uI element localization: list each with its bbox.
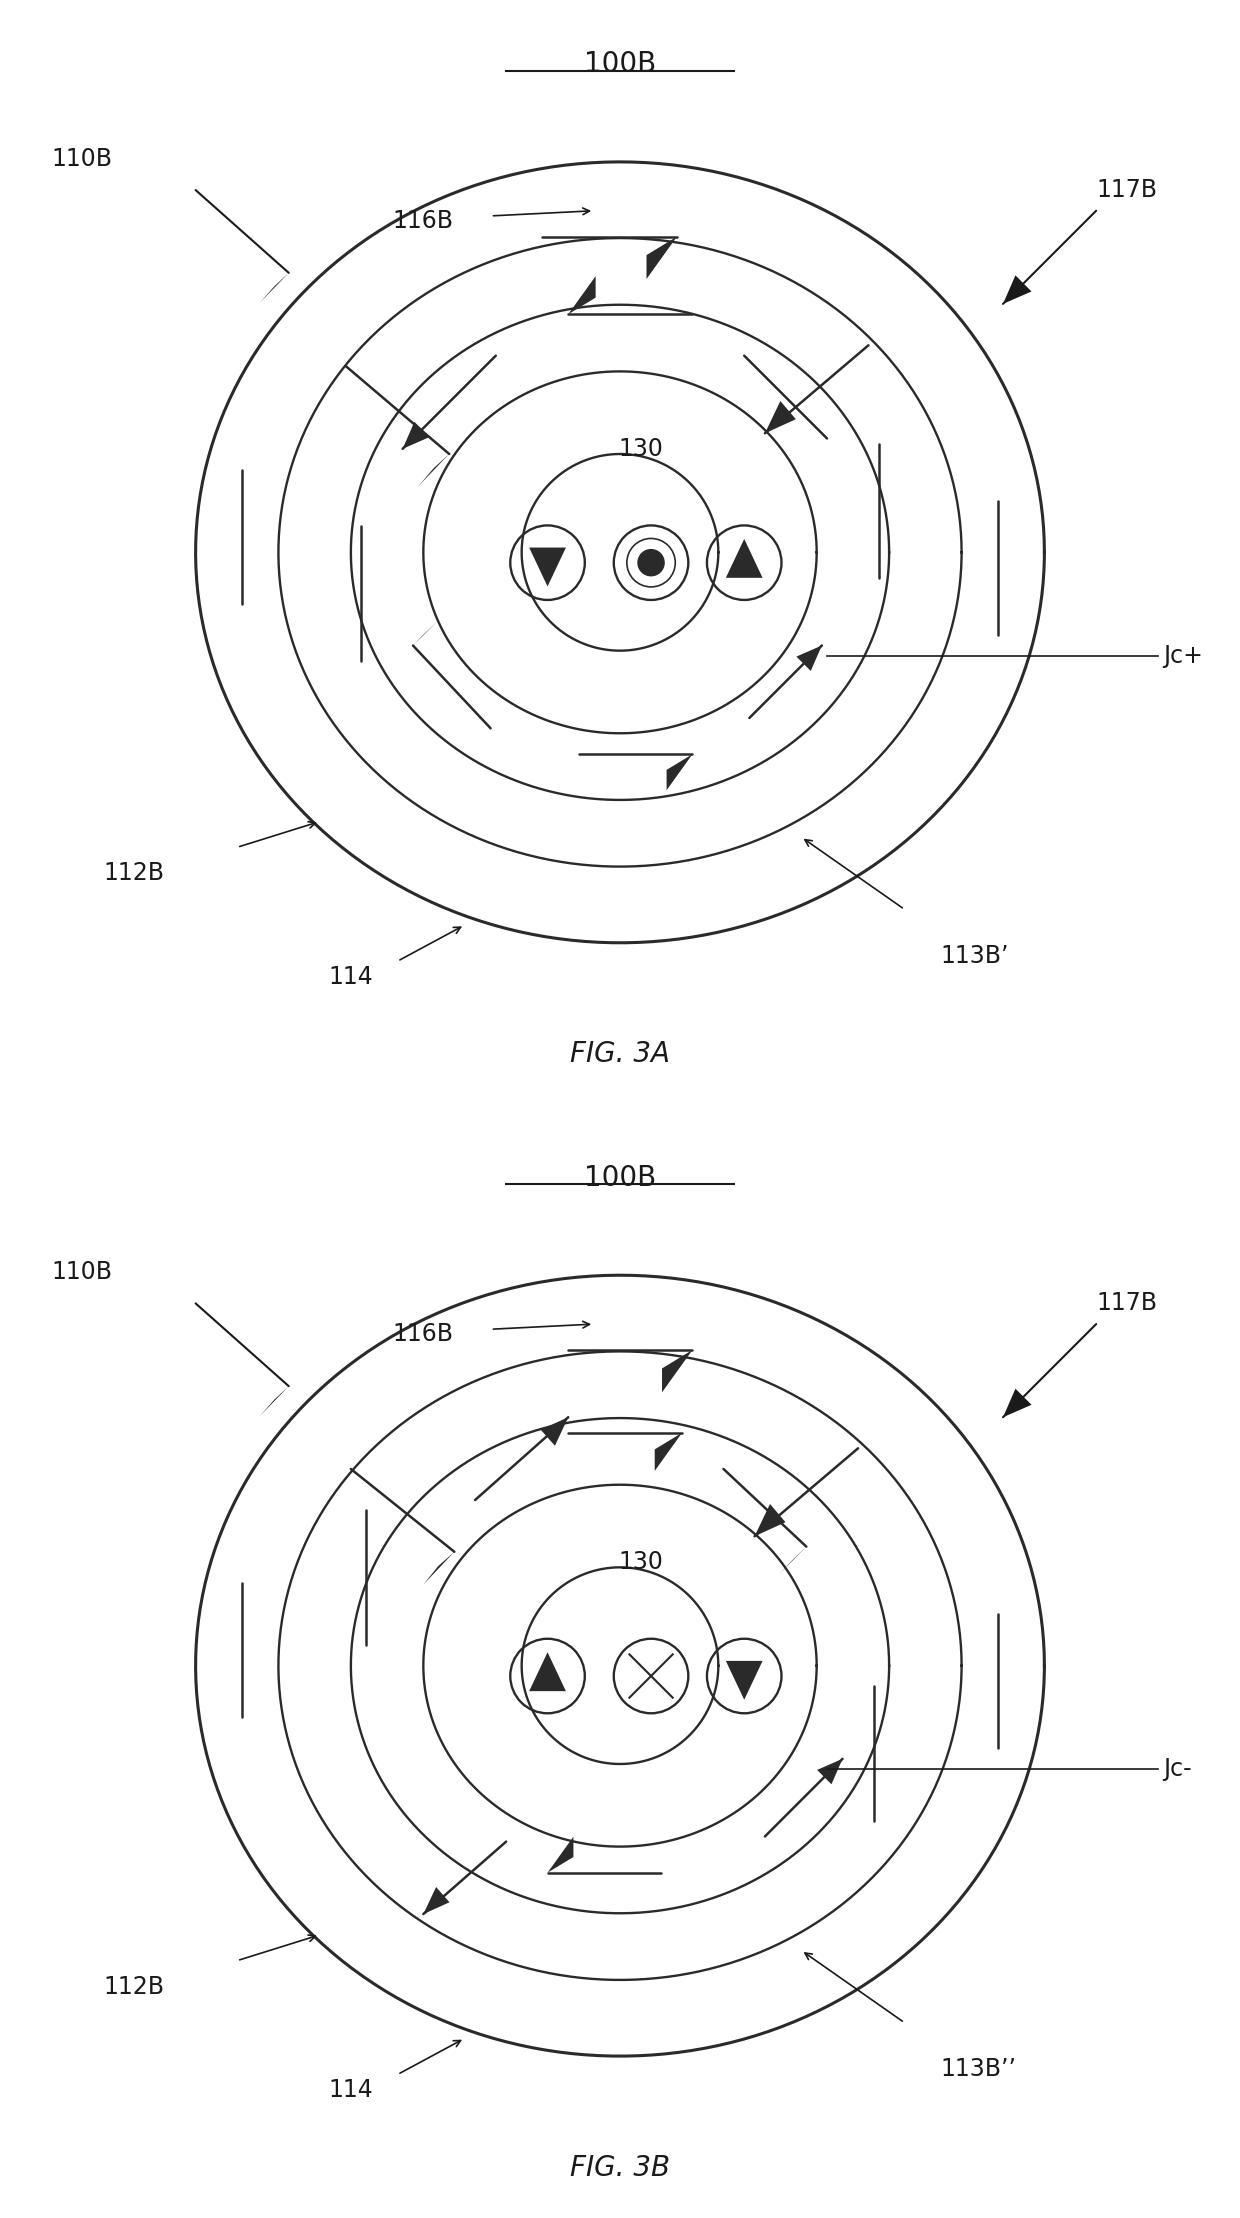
Text: 110B: 110B: [52, 146, 113, 171]
Polygon shape: [403, 421, 429, 448]
Polygon shape: [725, 1661, 763, 1699]
Text: 130: 130: [619, 437, 663, 461]
Polygon shape: [259, 1386, 289, 1417]
Text: 130: 130: [619, 1550, 663, 1575]
Circle shape: [639, 550, 665, 577]
Polygon shape: [423, 1888, 449, 1914]
Polygon shape: [418, 455, 449, 486]
Polygon shape: [259, 273, 289, 304]
Polygon shape: [423, 1553, 454, 1586]
Text: 114: 114: [329, 965, 373, 989]
Polygon shape: [817, 1759, 842, 1783]
Text: FIG. 3B: FIG. 3B: [570, 2154, 670, 2183]
Polygon shape: [646, 237, 677, 279]
Text: 116B: 116B: [393, 1322, 454, 1346]
Polygon shape: [755, 1504, 785, 1537]
Polygon shape: [1003, 1388, 1032, 1417]
Text: FIG. 3A: FIG. 3A: [570, 1040, 670, 1069]
Text: 117B: 117B: [1096, 1291, 1157, 1315]
Text: 113B’: 113B’: [941, 945, 1009, 967]
Text: 100B: 100B: [584, 1164, 656, 1191]
Polygon shape: [548, 1837, 573, 1872]
Text: 114: 114: [329, 2078, 373, 2103]
Polygon shape: [779, 1546, 806, 1575]
Polygon shape: [800, 439, 827, 466]
Polygon shape: [662, 1351, 692, 1393]
Text: 113B’’: 113B’’: [941, 2058, 1017, 2080]
Polygon shape: [725, 539, 763, 579]
Text: 117B: 117B: [1096, 177, 1157, 202]
Text: 110B: 110B: [52, 1260, 113, 1284]
Text: Jc-: Jc-: [1163, 1757, 1192, 1781]
Polygon shape: [568, 275, 595, 315]
Polygon shape: [1003, 275, 1032, 304]
Polygon shape: [413, 621, 438, 645]
Text: 100B: 100B: [584, 51, 656, 78]
Text: 112B: 112B: [104, 1974, 165, 1998]
Polygon shape: [655, 1433, 682, 1471]
Text: 116B: 116B: [393, 208, 454, 233]
Polygon shape: [529, 1652, 565, 1690]
Polygon shape: [667, 754, 692, 790]
Polygon shape: [796, 645, 822, 672]
Text: Jc+: Jc+: [1163, 643, 1203, 668]
Polygon shape: [541, 1417, 568, 1446]
Polygon shape: [529, 548, 565, 586]
Text: 112B: 112B: [104, 861, 165, 885]
Polygon shape: [765, 401, 796, 433]
